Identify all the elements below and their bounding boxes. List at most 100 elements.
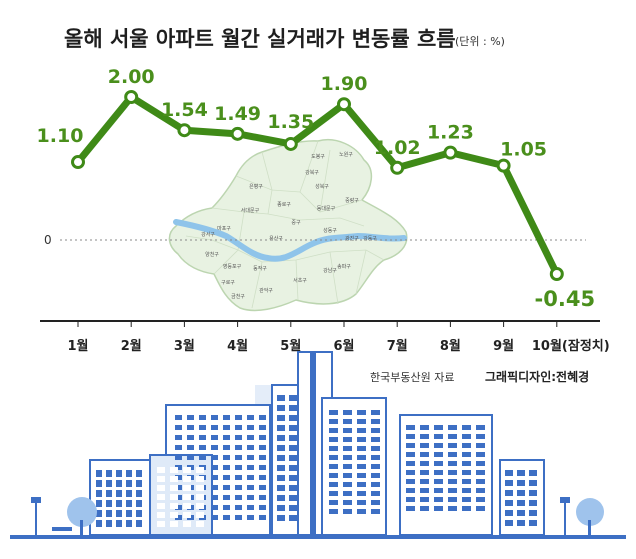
window (196, 503, 204, 509)
window (199, 455, 206, 460)
window (196, 512, 204, 518)
data-point (124, 90, 139, 104)
window (357, 500, 366, 505)
window (343, 455, 352, 460)
window (175, 515, 182, 520)
window (187, 425, 194, 430)
window (96, 490, 102, 497)
window (259, 465, 266, 470)
window (434, 470, 443, 475)
window (505, 510, 513, 516)
ground-line (10, 535, 626, 539)
window (420, 479, 429, 484)
data-point (337, 97, 351, 112)
window (187, 455, 194, 460)
x-tick-label: 8월 (440, 338, 461, 354)
window (235, 505, 242, 510)
window (371, 464, 380, 469)
window (329, 410, 338, 415)
window (175, 415, 182, 420)
window (476, 479, 485, 484)
window (406, 488, 415, 493)
city-skyline (10, 351, 626, 539)
window (289, 485, 297, 491)
window (357, 491, 366, 496)
window (211, 435, 218, 440)
window (157, 521, 165, 527)
window (211, 485, 218, 490)
street-lamp (35, 502, 37, 535)
data-label: 1.54 (161, 99, 208, 121)
window (289, 465, 297, 471)
window (371, 455, 380, 460)
window (277, 445, 285, 451)
window (235, 415, 242, 420)
window (157, 467, 165, 473)
window (289, 415, 297, 421)
unit-note: (단위 : %) (455, 35, 505, 48)
window (448, 506, 457, 511)
window (462, 443, 471, 448)
window (106, 480, 112, 487)
window (448, 479, 457, 484)
district-label: 용산구 (269, 235, 283, 242)
window (505, 500, 513, 506)
window (517, 490, 525, 496)
window (448, 488, 457, 493)
window (329, 500, 338, 505)
window (175, 425, 182, 430)
window (116, 480, 122, 487)
window (476, 461, 485, 466)
district-label: 강서구 (201, 231, 215, 238)
window (371, 419, 380, 424)
window (329, 509, 338, 514)
window (289, 515, 297, 521)
window (157, 503, 165, 509)
window (462, 461, 471, 466)
window (476, 470, 485, 475)
window (357, 410, 366, 415)
data-point (230, 126, 245, 141)
district-label: 마포구 (217, 225, 231, 232)
window (170, 467, 178, 473)
window (517, 480, 525, 486)
data-label: 1.90 (321, 73, 368, 95)
window (126, 470, 132, 477)
window (357, 446, 366, 451)
data-label: 1.49 (214, 103, 261, 125)
window (529, 490, 537, 496)
district-label: 동대문구 (317, 205, 336, 212)
window (434, 425, 443, 430)
window (136, 490, 142, 497)
window (505, 480, 513, 486)
window (175, 445, 182, 450)
data-point (283, 136, 298, 151)
window (434, 443, 443, 448)
window (247, 435, 254, 440)
window (371, 437, 380, 442)
window (329, 473, 338, 478)
data-label: 1.10 (37, 125, 84, 147)
window (223, 485, 230, 490)
district-label: 영등포구 (223, 263, 242, 270)
window (420, 506, 429, 511)
window (211, 455, 218, 460)
window (420, 425, 429, 430)
window (434, 461, 443, 466)
window (199, 445, 206, 450)
window (247, 485, 254, 490)
street-lamp (564, 502, 566, 535)
window (96, 500, 102, 507)
window (343, 491, 352, 496)
window (329, 491, 338, 496)
window (223, 435, 230, 440)
district-label: 서초구 (293, 277, 307, 284)
window (277, 475, 285, 481)
window (96, 470, 102, 477)
window (289, 395, 297, 401)
window (247, 465, 254, 470)
window (235, 445, 242, 450)
window (476, 488, 485, 493)
window (476, 506, 485, 511)
